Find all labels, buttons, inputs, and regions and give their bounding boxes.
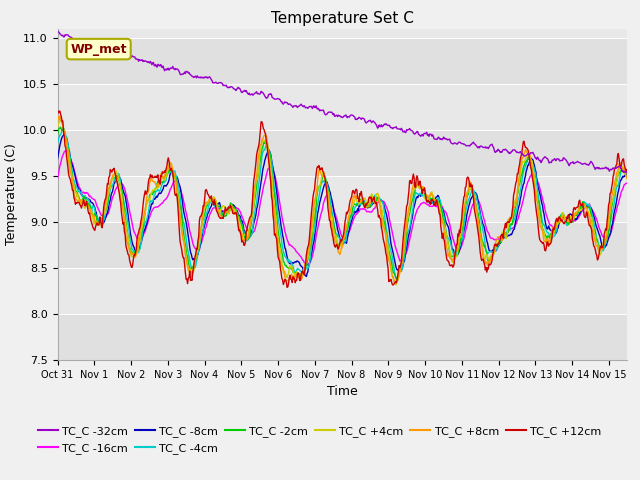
Y-axis label: Temperature (C): Temperature (C)	[4, 144, 18, 245]
X-axis label: Time: Time	[327, 385, 358, 398]
Bar	[58, 130, 627, 176]
Bar	[58, 176, 627, 222]
Text: WP_met: WP_met	[70, 43, 127, 56]
Legend: TC_C -32cm, TC_C -16cm, TC_C -8cm, TC_C -4cm, TC_C -2cm, TC_C +4cm, TC_C +8cm, T: TC_C -32cm, TC_C -16cm, TC_C -8cm, TC_C …	[33, 422, 605, 458]
Bar	[58, 314, 627, 360]
Title: Temperature Set C: Temperature Set C	[271, 11, 414, 26]
Bar	[58, 268, 627, 314]
Bar	[58, 222, 627, 268]
Bar	[58, 84, 627, 130]
Bar	[58, 38, 627, 84]
